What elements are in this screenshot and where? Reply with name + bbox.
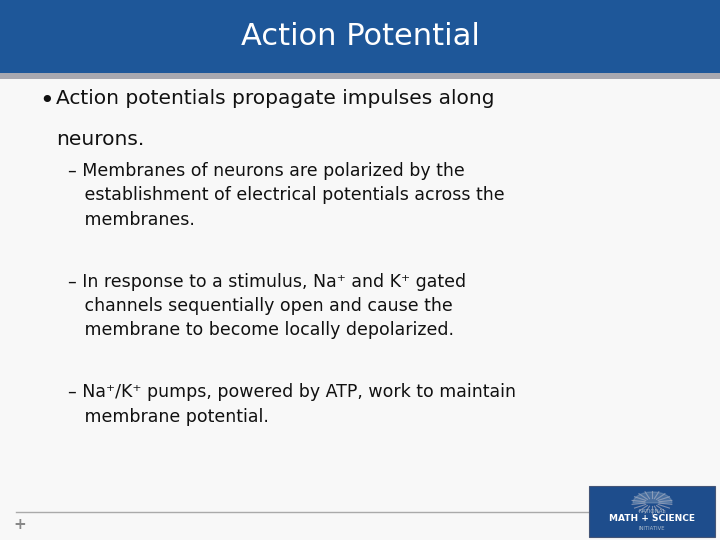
Text: – Na⁺/K⁺ pumps, powered by ATP, work to maintain
   membrane potential.: – Na⁺/K⁺ pumps, powered by ATP, work to … — [68, 383, 516, 426]
FancyBboxPatch shape — [589, 486, 715, 537]
FancyBboxPatch shape — [0, 73, 720, 79]
Text: MATH + SCIENCE: MATH + SCIENCE — [609, 514, 695, 523]
Text: Action potentials propagate impulses along: Action potentials propagate impulses alo… — [56, 89, 495, 108]
Text: +: + — [14, 517, 27, 532]
Text: INITIATIVE: INITIATIVE — [639, 525, 665, 531]
Text: – In response to a stimulus, Na⁺ and K⁺ gated
   channels sequentially open and : – In response to a stimulus, Na⁺ and K⁺ … — [68, 273, 467, 339]
Text: •: • — [40, 89, 54, 113]
Text: neurons.: neurons. — [56, 130, 145, 148]
Text: NATIONAL: NATIONAL — [638, 509, 666, 514]
FancyBboxPatch shape — [0, 0, 720, 73]
Text: Action Potential: Action Potential — [240, 22, 480, 51]
Text: – Membranes of neurons are polarized by the
   establishment of electrical poten: – Membranes of neurons are polarized by … — [68, 162, 505, 228]
FancyBboxPatch shape — [0, 79, 720, 540]
